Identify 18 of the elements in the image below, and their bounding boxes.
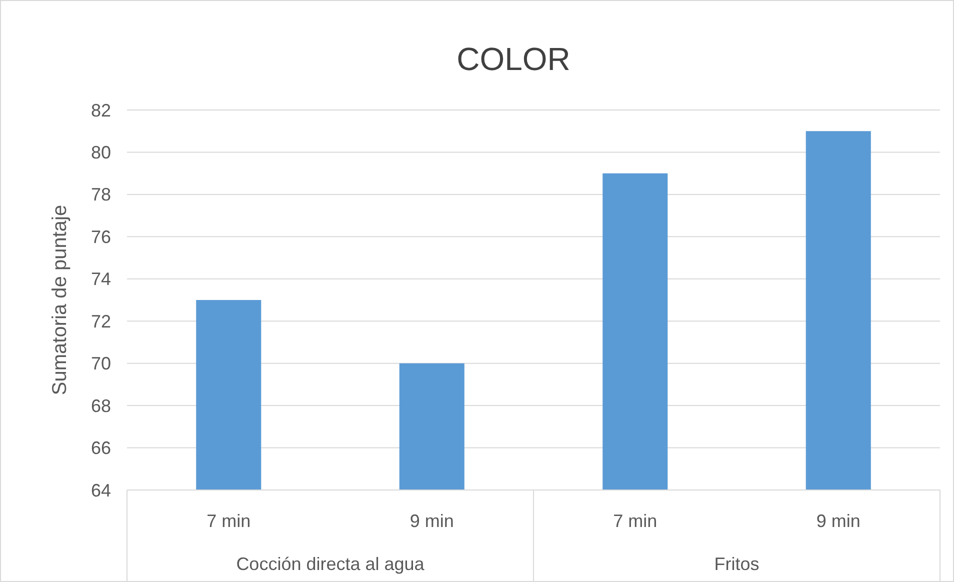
y-tick-label: 82	[90, 100, 111, 120]
x-tick-label: 9 min	[816, 511, 860, 531]
y-tick-label: 68	[90, 396, 111, 416]
y-tick-label: 76	[90, 226, 111, 247]
y-tick-label: 78	[90, 184, 111, 205]
x-tick-label: 7 min	[613, 511, 658, 531]
text: Fritos	[714, 554, 760, 574]
y-tick-label: 74	[90, 269, 111, 290]
y-axis-title: Sumatoria de puntaje	[49, 204, 71, 396]
y-tick-label: 72	[90, 311, 111, 332]
y-tick-label: 70	[90, 354, 111, 374]
x-tick-label: 9 min	[410, 511, 454, 531]
text: Cocción directa al agua	[236, 554, 426, 574]
chart-title: COLOR	[456, 41, 570, 77]
y-tick-label: 64	[90, 480, 111, 500]
x-tick-label: 7 min	[206, 511, 251, 531]
y-tick-label: 66	[90, 438, 111, 458]
y-tick-label: 80	[90, 142, 111, 163]
